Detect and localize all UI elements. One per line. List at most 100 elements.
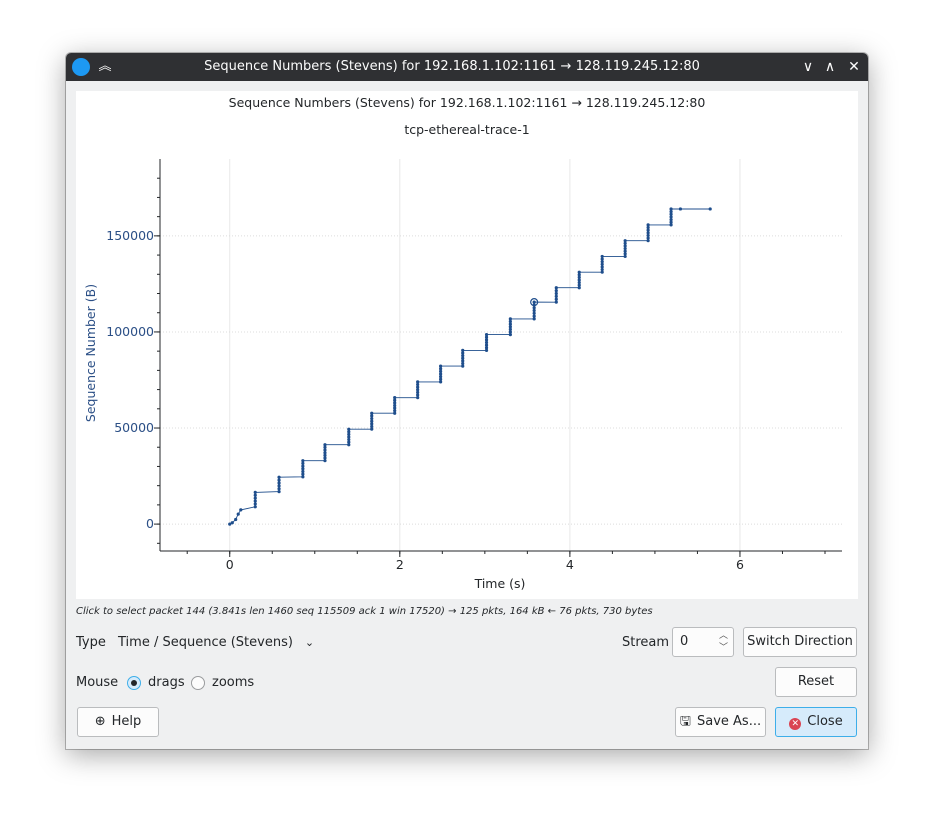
- data-point: [439, 367, 443, 371]
- data-point: [416, 390, 420, 395]
- close-button[interactable]: ✕ Close: [775, 707, 857, 737]
- data-point: [253, 505, 257, 509]
- data-point: [508, 317, 512, 321]
- data-point: [439, 364, 443, 368]
- data-point: [323, 451, 327, 455]
- spin-down-icon[interactable]: ﹀: [718, 643, 728, 653]
- close-icon: ✕: [789, 718, 802, 730]
- graph-type-combobox[interactable]: Time / Sequence (Stevens) ⌄: [118, 633, 314, 653]
- data-point: [708, 207, 712, 211]
- data-point: [669, 215, 673, 219]
- data-point: [646, 225, 650, 230]
- data-point: [554, 286, 558, 290]
- window-title: Sequence Numbers (Stevens) for 192.168.1…: [204, 59, 700, 74]
- data-point: [253, 493, 257, 497]
- data-point: [439, 377, 443, 381]
- data-point: [370, 419, 374, 423]
- data-point: [253, 502, 257, 506]
- data-point: [347, 427, 351, 431]
- save-as-button-label: Save As...: [696, 714, 762, 729]
- close-button-label: Close: [807, 714, 843, 729]
- data-point: [508, 322, 512, 326]
- maximize-icon[interactable]: ∧: [824, 59, 836, 75]
- data-point: [678, 207, 683, 211]
- data-point: [508, 333, 512, 337]
- zooms-radio[interactable]: [191, 676, 205, 690]
- data-point: [554, 297, 558, 301]
- data-point: [461, 364, 465, 368]
- data-point: [370, 422, 374, 426]
- data-point: [301, 464, 305, 468]
- data-point: [577, 275, 581, 279]
- data-point: [484, 343, 489, 347]
- data-point: [301, 467, 305, 471]
- data-point: [508, 319, 512, 324]
- drags-radio-label[interactable]: drags: [148, 675, 185, 690]
- zooms-radio-label[interactable]: zooms: [212, 675, 255, 690]
- chart-subtitle: tcp-ethereal-trace-1: [404, 122, 529, 137]
- chevron-down-icon: ⌄: [304, 636, 315, 649]
- data-point: [600, 254, 604, 259]
- switch-direction-button[interactable]: Switch Direction: [743, 627, 857, 657]
- data-point: [484, 348, 489, 352]
- data-point: [416, 385, 420, 389]
- data-point: [277, 478, 281, 482]
- data-point: [646, 223, 650, 227]
- selected-point-marker: [530, 298, 539, 307]
- data-point: [393, 401, 397, 405]
- save-as-button[interactable]: 🖫 Save As...: [675, 707, 766, 737]
- data-point: [484, 338, 489, 342]
- data-point: [646, 239, 650, 243]
- stream-spinbox[interactable]: 0 ︿ ﹀: [672, 627, 734, 657]
- data-point: [484, 346, 489, 350]
- y-tick-label: 100000: [106, 324, 154, 339]
- stream-value: 0: [680, 634, 689, 649]
- data-point: [277, 475, 281, 479]
- data-point: [347, 437, 351, 442]
- x-tick-label: 0: [226, 557, 234, 572]
- save-icon: 🖫: [679, 714, 691, 729]
- sequence-graph-svg[interactable]: Sequence Numbers (Stevens) for 192.168.1…: [76, 91, 858, 599]
- sequence-graph-plot[interactable]: Sequence Numbers (Stevens) for 192.168.1…: [76, 91, 858, 599]
- chart-title: Sequence Numbers (Stevens) for 192.168.1…: [229, 95, 706, 110]
- close-window-icon[interactable]: ✕: [848, 59, 860, 75]
- drags-radio[interactable]: [127, 676, 141, 690]
- minimize-icon[interactable]: ∨: [802, 59, 814, 75]
- reset-button[interactable]: Reset: [775, 667, 857, 697]
- data-point: [439, 375, 443, 379]
- data-point: [416, 396, 420, 400]
- data-point: [646, 236, 650, 240]
- data-point: [600, 270, 604, 274]
- x-tick-label: 6: [736, 557, 744, 572]
- data-point: [323, 456, 327, 460]
- data-point: [577, 273, 581, 277]
- data-point: [623, 249, 627, 253]
- data-point: [323, 448, 327, 452]
- graph-dialog: ︽ Sequence Numbers (Stevens) for 192.168…: [66, 53, 868, 749]
- data-point: [532, 317, 536, 321]
- spin-up-icon[interactable]: ︿: [718, 631, 728, 641]
- data-series[interactable]: [228, 207, 712, 526]
- help-button[interactable]: ⊕ Help: [77, 707, 159, 737]
- data-point: [532, 311, 536, 315]
- wireshark-app-icon[interactable]: [72, 58, 90, 76]
- data-point: [416, 393, 420, 397]
- help-button-label: Help: [111, 714, 142, 729]
- keep-above-icon[interactable]: ︽: [98, 59, 112, 74]
- data-point: [669, 212, 673, 216]
- data-point: [554, 300, 558, 304]
- y-tick-label: 150000: [106, 228, 154, 243]
- data-point: [277, 481, 281, 485]
- data-point: [416, 382, 420, 387]
- data-point: [416, 388, 420, 392]
- data-point: [623, 246, 627, 251]
- data-point: [669, 207, 673, 211]
- x-tick-label: 2: [396, 557, 404, 572]
- data-point: [301, 475, 305, 479]
- data-point: [508, 325, 512, 329]
- y-tick-label: 50000: [114, 420, 154, 435]
- data-point: [253, 496, 257, 500]
- data-point: [323, 443, 327, 447]
- data-point: [461, 356, 465, 360]
- data-point: [277, 487, 281, 491]
